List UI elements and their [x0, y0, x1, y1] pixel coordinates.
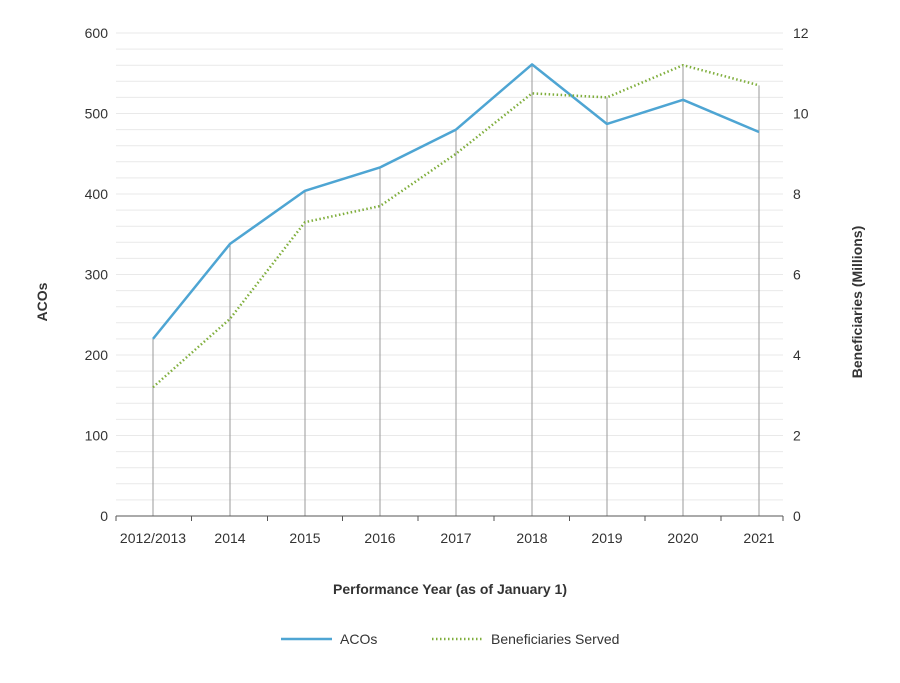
- x-tick-label: 2020: [667, 530, 698, 546]
- x-tick-label: 2021: [743, 530, 774, 546]
- drop-lines: [152, 64, 760, 516]
- y-tick-label-right: 10: [793, 106, 809, 122]
- series: [152, 63, 760, 389]
- y-tick-label-left: 400: [85, 186, 109, 202]
- y-tick-label-right: 2: [793, 428, 801, 444]
- series-line-beneficiaries: [152, 63, 760, 389]
- x-tick-label: 2019: [591, 530, 622, 546]
- legend-label-acos: ACOs: [340, 631, 377, 647]
- x-tick-label: 2014: [214, 530, 245, 546]
- y-axis-title-left: ACOs: [34, 282, 50, 321]
- y-tick-label-left: 600: [85, 25, 109, 41]
- y-tick-label-left: 100: [85, 428, 109, 444]
- x-tick-label: 2012/2013: [120, 530, 186, 546]
- y-tick-label-left: 500: [85, 106, 109, 122]
- y-tick-label-right: 6: [793, 267, 801, 283]
- tick-labels: 2012/2013 2014 2015 2016 2017 2018 2019 2020 202…: [85, 25, 809, 546]
- x-axis-title: Performance Year (as of January 1): [333, 581, 567, 597]
- y-tick-label-right: 4: [793, 347, 801, 363]
- x-tick-label: 2017: [440, 530, 471, 546]
- y-tick-label-left: 300: [85, 267, 109, 283]
- series-line-acos: [152, 63, 760, 340]
- x-tick-label: 2016: [364, 530, 395, 546]
- y-tick-label-left: 200: [85, 347, 109, 363]
- y-tick-label-right: 12: [793, 25, 809, 41]
- y-axis-title-right: Beneficiaries (Millions): [849, 226, 865, 378]
- y-tick-label-right: 8: [793, 186, 801, 202]
- legend-label-beneficiaries: Beneficiaries Served: [491, 631, 619, 647]
- grid-lines: [116, 32, 783, 501]
- y-tick-label-right: 0: [793, 508, 801, 524]
- y-tick-label-left: 0: [100, 508, 108, 524]
- x-tick-label: 2015: [289, 530, 320, 546]
- legend: ACOs Beneficiaries Served: [281, 631, 619, 647]
- axes: [115, 515, 784, 521]
- x-tick-label: 2018: [516, 530, 547, 546]
